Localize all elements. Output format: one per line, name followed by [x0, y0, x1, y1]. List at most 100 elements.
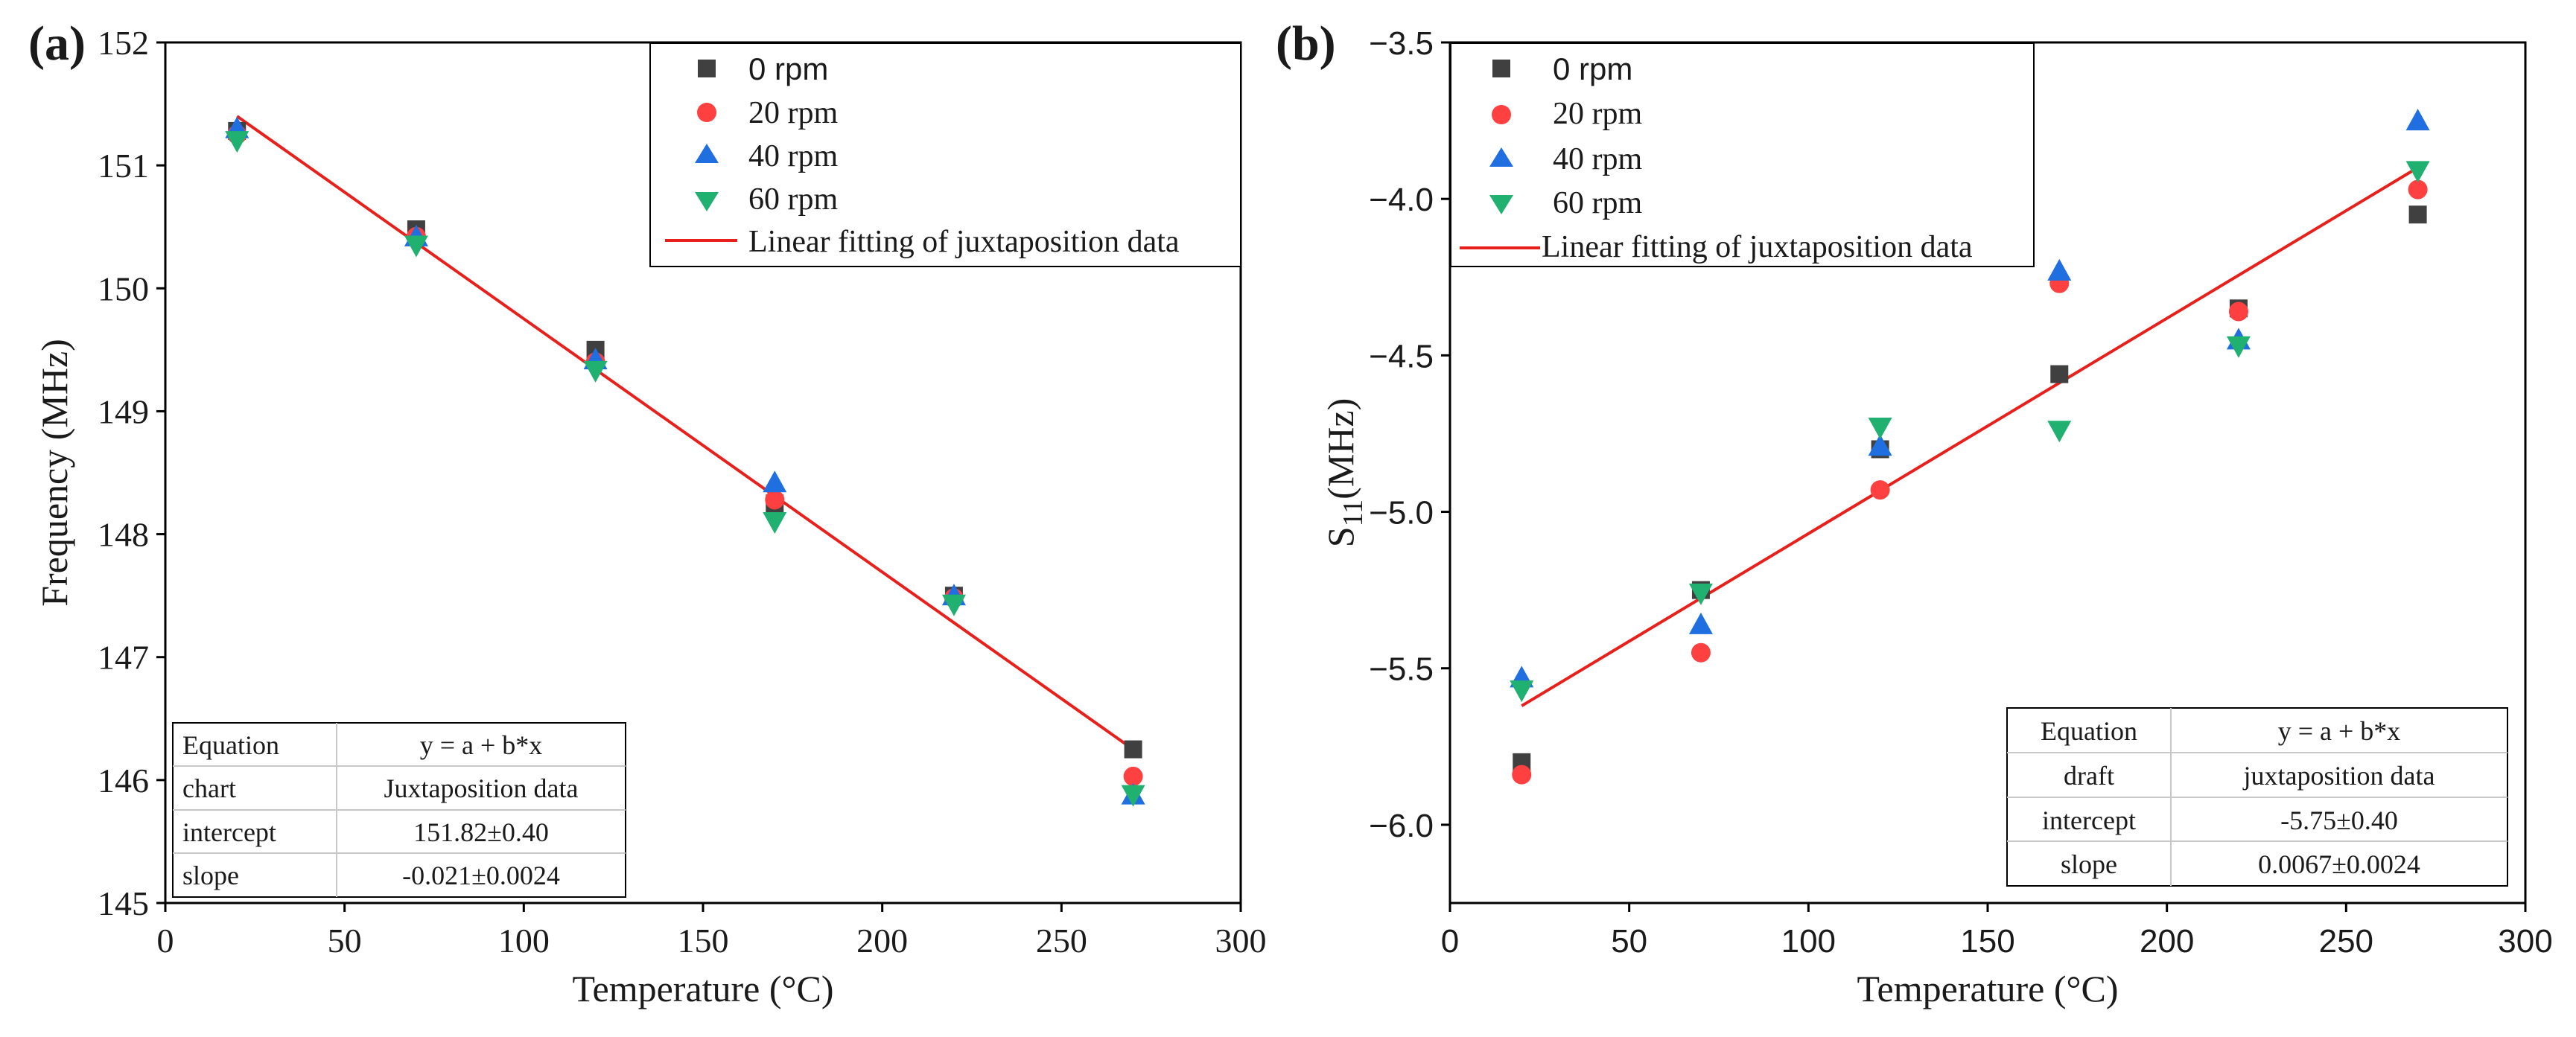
panel-b-x-tick-label: 200: [2140, 923, 2194, 960]
panel-a-fit-table: Equation y = a + b*x chart Juxtaposition…: [172, 722, 626, 898]
panel-b-x-tick-label: 300: [2498, 923, 2552, 960]
panel-a-y-axis-title: Frequency (MHz): [34, 339, 75, 607]
panel-b-x-tick-label: 50: [1611, 923, 1647, 960]
panel-a-legend-square-marker: [698, 60, 716, 77]
panel-a-point-60-rpm: [1121, 785, 1145, 807]
panel-a-point-60-rpm: [583, 360, 608, 383]
panel-a-legend-label-fit: Linear fitting of juxtaposition data: [748, 225, 1180, 259]
panel-b-legend-square-marker: [1492, 60, 1510, 77]
panel-b-y-axis-title-unit: (MHz): [1320, 398, 1361, 500]
panel-a-point-20-rpm: [1123, 766, 1143, 786]
panel-a-x-tick-label: 300: [1215, 922, 1267, 960]
panel-a-x-tick-label: 200: [856, 922, 908, 960]
panel-a-point-60-rpm: [763, 512, 787, 535]
panel-b-point-40-rpm: [2405, 109, 2430, 131]
panel-b-y-tick-label: −5.0: [1369, 495, 1434, 532]
panel-b-table-cell: Equation: [2041, 716, 2137, 746]
panel-b-table-cell: y = a + b*x: [2278, 716, 2401, 746]
panel-a-y-tick-label: 152: [98, 24, 149, 62]
panel-b-point-60-rpm: [2405, 161, 2430, 183]
panel-b-fit-table: Equation y = a + b*x draft juxtaposition…: [2006, 707, 2508, 887]
panel-a-points: [225, 116, 1145, 807]
panel-a-y-tick-label: 148: [98, 516, 149, 554]
panel-a-x-tick-label: 50: [328, 922, 362, 960]
panel-b-point-20-rpm: [2408, 179, 2428, 200]
panel-a-legend-triangle-down-marker: [695, 192, 719, 211]
panel-a-fit: [236, 115, 1134, 751]
panel-b-legend-triangle-down-marker: [1489, 195, 1513, 214]
panel-a-fit-line: [236, 115, 1134, 751]
panel-b-x-tick-label: 100: [1781, 923, 1836, 960]
panel-b-table-cell: juxtaposition data: [2242, 761, 2435, 791]
panel-a-table-cell: Equation: [182, 730, 279, 760]
panel-b-x-tick-label: 250: [2319, 923, 2373, 960]
panel-a-table-cell: slope: [182, 861, 239, 890]
panel-a-legend-label-1: 20 rpm: [748, 96, 838, 130]
panel-b-point-60-rpm: [1510, 680, 1534, 703]
panel-b-points: [1510, 109, 2430, 785]
panel-a-y-tick-label: 146: [98, 762, 149, 800]
panel-a-y-tick-label: 147: [98, 639, 149, 677]
panel-b-y-tick-label: −5.5: [1369, 651, 1434, 688]
panel-b-point-40-rpm: [2047, 258, 2072, 281]
panel-b-table-cell: intercept: [2042, 805, 2136, 835]
panel-a-point-40-rpm: [763, 470, 787, 493]
panel-a-point-20-rpm: [765, 490, 785, 510]
panel-b-point-60-rpm: [2226, 336, 2251, 358]
panel-b-point-40-rpm: [1688, 612, 1713, 634]
panel-a-y-tick-label: 151: [98, 147, 149, 185]
panel-a-x-tick-label: 100: [498, 922, 550, 960]
panel-b-legend-label-3: 60 rpm: [1553, 186, 1642, 220]
panel-a-table-cell: chart: [182, 773, 236, 803]
panel-b-fit-line: [1521, 166, 2419, 707]
panel-a-x-tick-label: 250: [1036, 922, 1087, 960]
panel-b-x-tick-label: 150: [1960, 923, 2014, 960]
panel-b-x-tick-label: 0: [1441, 923, 1459, 960]
panel-b-legend-triangle-up-marker: [1489, 147, 1513, 167]
panel-a-ticks: 0 50 100 150 200 250 300 145 146 147 148 149 150 151 1…: [98, 24, 1267, 960]
panel-b-point-20-rpm: [1512, 765, 1532, 785]
panel-b-x-axis-title: Temperature (°C): [1857, 968, 2118, 1009]
panel-b-point-20-rpm: [2228, 301, 2248, 322]
panel-b-table-cell: 0.0067±0.0024: [2258, 849, 2420, 879]
panel-b-point-60-rpm: [1868, 418, 1892, 440]
panel-b-y-axis-title: S11(MHz): [1320, 398, 1369, 547]
panel-a-point-60-rpm: [404, 235, 428, 258]
panel-b-table-cell: -5.75±0.40: [2280, 805, 2398, 835]
panel-b-point-20-rpm: [1691, 642, 1711, 663]
panel-a-label: (a): [28, 16, 86, 71]
panel-b-table-cell: slope: [2061, 849, 2117, 879]
panel-b-fit: [1521, 166, 2419, 707]
panel-a-legend-label-3: 60 rpm: [748, 182, 838, 217]
panel-b-legend: 0 rpm 20 rpm 40 rpm 60 rpm Linear fittin…: [1450, 42, 2035, 267]
chart-panel-a: (a) 0 50 100 150 200 250 300 145 146 147 148 149 150…: [28, 16, 1267, 1009]
panel-a-table-cell: y = a + b*x: [420, 730, 543, 760]
panel-b-legend-box: [1450, 42, 2035, 267]
panel-b-label: (b): [1276, 16, 1336, 71]
panel-a-point-60-rpm: [941, 594, 966, 616]
panel-b-legend-label-0: 0 rpm: [1553, 51, 1632, 86]
panel-a-x-tick-label: 0: [157, 922, 174, 960]
panel-b-y-axis-title-subscript: 11: [1338, 500, 1369, 527]
panel-b-legend-label-1: 20 rpm: [1553, 97, 1642, 131]
panel-b-y-axis-title-s: S: [1320, 526, 1361, 547]
panel-a-y-tick-label: 145: [98, 884, 149, 922]
panel-b-legend-label-2: 40 rpm: [1553, 142, 1642, 176]
panel-a-table-cell: Juxtaposition data: [384, 773, 579, 803]
panel-b-legend-label-fit: Linear fitting of juxtaposition data: [1542, 230, 1973, 264]
panel-b-point-0-rpm: [2408, 205, 2427, 224]
panel-a-y-tick-label: 150: [98, 269, 149, 307]
panel-b-ticks: 0 50 100 150 200 250 300 −6.0 −5.5 −5.0 −4.5 −4.0 −3…: [1369, 25, 2553, 960]
panel-b-y-tick-label: −4.0: [1369, 182, 1434, 218]
panel-a-point-60-rpm: [225, 131, 249, 153]
panel-b-y-tick-label: −3.5: [1369, 25, 1434, 62]
panel-a-point-0-rpm: [1124, 740, 1142, 759]
panel-a-legend-circle-marker: [697, 103, 716, 122]
panel-a-table-cell: -0.021±0.0024: [402, 861, 560, 890]
panel-a-legend-triangle-up-marker: [695, 144, 719, 163]
panel-a-x-tick-label: 150: [678, 922, 729, 960]
panel-b-point-20-rpm: [1870, 480, 1890, 500]
panel-b-y-tick-label: −4.5: [1369, 338, 1434, 374]
panel-a-x-axis-title: Temperature (°C): [572, 968, 833, 1009]
